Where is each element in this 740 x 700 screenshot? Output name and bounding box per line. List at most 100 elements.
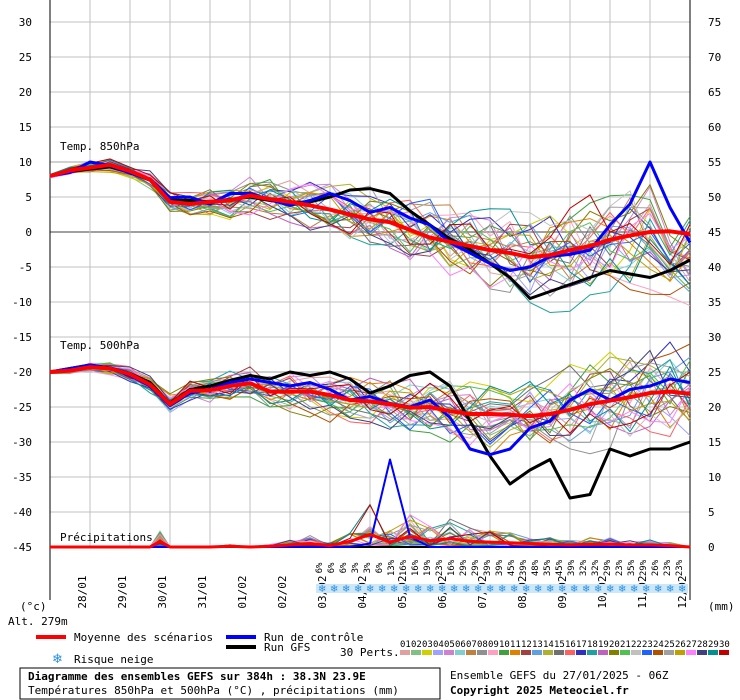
- x-date-label: 28/01: [76, 575, 89, 608]
- x-date-label: 02/02: [276, 575, 289, 608]
- pert-color-swatch: [686, 650, 696, 655]
- snowflake-icon: ❄: [498, 584, 506, 595]
- pert-number: 27: [686, 640, 697, 650]
- right-tick-label: 75: [708, 16, 721, 29]
- t850-panel-label: Temp. 850hPa: [60, 140, 139, 153]
- snow-risk-percent: 48%: [531, 559, 541, 576]
- left-tick-label: 30: [19, 16, 32, 29]
- pert-number: 08: [477, 640, 488, 650]
- snowflake-icon: ❄: [510, 584, 518, 595]
- snow-risk-strip: 6%❄6%❄6%❄3%❄3%❄6%❄13%❄16%❄16%❄19%❄23%❄16…: [315, 559, 688, 595]
- pert-color-swatch: [642, 650, 652, 655]
- x-date-label: 31/01: [196, 575, 209, 608]
- snowflake-icon: ❄: [594, 584, 602, 595]
- x-date-label: 29/01: [116, 575, 129, 608]
- left-axis-unit: (°c): [20, 600, 47, 613]
- right-axis-unit: (mm): [708, 600, 735, 613]
- pert-number: 20: [609, 640, 620, 650]
- left-tick-label: -40: [12, 506, 32, 519]
- left-tick-label: -10: [12, 296, 32, 309]
- altitude-label: Alt. 279m: [8, 615, 68, 628]
- pert-color-swatch: [620, 650, 630, 655]
- snowflake-icon: ❄: [606, 584, 614, 595]
- legend-gfs-label: Run GFS: [264, 641, 310, 654]
- pert-color-swatch: [675, 650, 685, 655]
- snow-risk-percent: 16%: [411, 559, 421, 576]
- pert-number: 15: [554, 640, 565, 650]
- snow-risk-percent: 19%: [423, 559, 433, 576]
- snowflake-icon: ❄: [582, 584, 590, 595]
- snowflake-icon: ❄: [354, 584, 362, 595]
- pert-number: 02: [411, 640, 422, 650]
- left-tick-label: 15: [19, 121, 32, 134]
- right-tick-label: 50: [708, 191, 721, 204]
- footer-run: Ensemble GEFS du 27/01/2025 - 06Z: [450, 669, 669, 682]
- pert-color-swatch: [565, 650, 575, 655]
- snow-risk-percent: 39%: [519, 559, 529, 576]
- pert-number: 18: [587, 640, 598, 650]
- pert-color-swatch: [521, 650, 531, 655]
- pert-number: 23: [642, 640, 653, 650]
- right-tick-label: 40: [708, 261, 721, 274]
- snow-risk-percent: 23%: [435, 559, 445, 576]
- pert-number: 10: [499, 640, 510, 650]
- pert-7-t850-line: [49, 158, 691, 280]
- snowflake-icon: ❄: [414, 584, 422, 595]
- snowflake-icon: ❄: [366, 584, 374, 595]
- pert-30-t850-line: [49, 158, 691, 266]
- right-tick-label: 25: [708, 366, 721, 379]
- precip-panel-label: Précipitations: [60, 531, 153, 544]
- snow-risk-percent: 35%: [627, 559, 637, 576]
- left-tick-label: -25: [12, 401, 32, 414]
- left-tick-label: 20: [19, 86, 32, 99]
- snow-risk-percent: 29%: [471, 559, 481, 576]
- pert-number: 29: [708, 640, 719, 650]
- footer: Diagramme des ensembles GEFS sur 384h : …: [19, 667, 669, 700]
- snow-risk-percent: 13%: [387, 559, 397, 576]
- control-precip-line: [50, 458, 690, 548]
- pert-color-swatch: [400, 650, 410, 655]
- pert-number: 26: [675, 640, 686, 650]
- footer-box: [19, 667, 441, 700]
- legend: Moyenne des scénarios Run de contrôle Ru…: [36, 631, 730, 667]
- right-tick-label: 60: [708, 121, 721, 134]
- right-tick-label: 20: [708, 401, 721, 414]
- left-tick-label: -5: [19, 261, 32, 274]
- snow-risk-percent: 35%: [543, 559, 553, 576]
- left-tick-label: -20: [12, 366, 32, 379]
- mean-precip-line: [50, 532, 691, 549]
- snowflake-icon: ❄: [666, 584, 674, 595]
- main-series-lines: [49, 160, 692, 549]
- right-tick-label: 45: [708, 226, 721, 239]
- snowflake-icon: ❄: [486, 584, 494, 595]
- pert-color-swatch: [543, 650, 553, 655]
- x-date-label: 30/01: [156, 575, 169, 608]
- pert-color-swatch: [708, 650, 718, 655]
- snowflake-icon: ❄: [426, 584, 434, 595]
- pert-number: 25: [664, 640, 675, 650]
- snowflake-icon: ❄: [546, 584, 554, 595]
- legend-mean-label: Moyenne des scénarios: [74, 631, 213, 644]
- pert-number: 13: [532, 640, 543, 650]
- pert-number: 03: [422, 640, 433, 650]
- snow-risk-percent: 6%: [339, 562, 349, 573]
- snow-risk-percent: 3%: [351, 562, 361, 573]
- t500-panel-label: Temp. 500hPa: [60, 339, 139, 352]
- pert-11-t500-line: [49, 363, 691, 457]
- footer-title: Diagramme des ensembles GEFS sur 384h : …: [28, 670, 366, 683]
- snowflake-icon: ❄: [390, 584, 398, 595]
- pert-color-swatch: [510, 650, 520, 655]
- pert-26-t850-line: [49, 171, 691, 281]
- snowflake-icon: ❄: [522, 584, 530, 595]
- snow-risk-percent: 6%: [315, 562, 325, 573]
- snow-risk-percent: 39%: [567, 559, 577, 576]
- snowflake-icon: ❄: [378, 584, 386, 595]
- snowflake-icon: ❄: [318, 584, 326, 595]
- right-tick-label: 5: [708, 506, 715, 519]
- pert-color-swatch: [653, 650, 663, 655]
- legend-snow-label: Risque neige: [74, 653, 153, 666]
- pert-number: 06: [455, 640, 466, 650]
- pert-color-swatch: [719, 650, 729, 655]
- pert-number: 17: [576, 640, 587, 650]
